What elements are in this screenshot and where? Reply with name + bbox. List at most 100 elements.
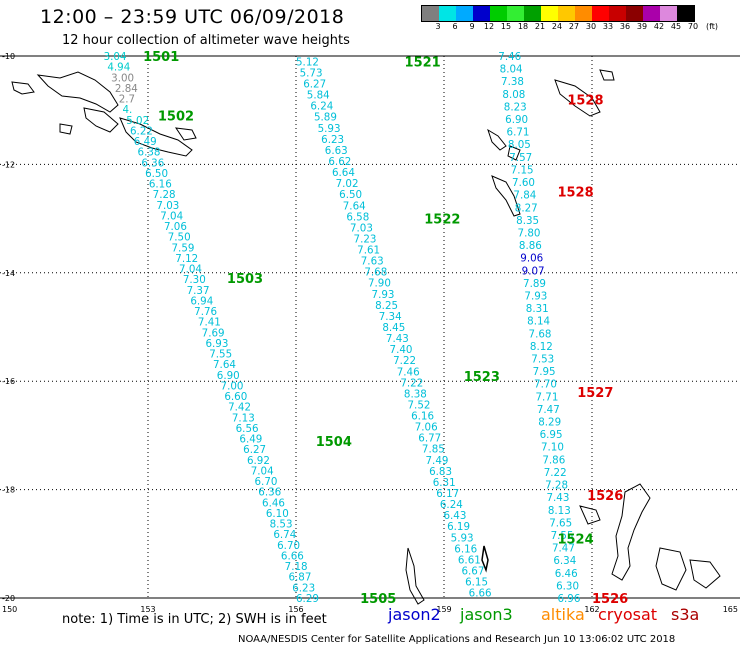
- pass-number-label: 1527: [577, 386, 613, 401]
- wave-height-value: 5.84: [307, 90, 330, 102]
- pass-labels: 1501 1502 1503 1504 1505 1521 1522 1523 1524 1528…: [143, 50, 628, 607]
- wave-height-value: 7.28: [545, 480, 568, 492]
- wave-height-value: 7.43: [386, 333, 409, 345]
- wave-height-value: 7.46: [498, 51, 521, 63]
- wave-height-value: 6.66: [469, 588, 492, 600]
- wave-height-value: 6.90: [505, 114, 528, 126]
- wave-height-value: 8.27: [515, 202, 538, 214]
- wave-height-value: 5.93: [318, 123, 341, 135]
- y-tick-label: -12: [2, 160, 15, 169]
- wave-height-value: 7.76: [194, 306, 217, 318]
- wave-height-value: 7.64: [343, 200, 366, 212]
- wave-height-value: 8.04: [500, 64, 523, 76]
- wave-height-value: 6.58: [346, 211, 369, 223]
- wave-height-value: 7.49: [426, 455, 449, 467]
- wave-height-value: 7.22: [400, 377, 423, 389]
- wave-height-value: 7.02: [336, 178, 359, 190]
- pass-number-label: 1501: [143, 50, 179, 65]
- wave-height-value: 7.34: [379, 311, 402, 323]
- track-values: 3.044.943.002.842.74.5.026.226.496.386.3…: [104, 51, 581, 605]
- wave-height-value: 7.90: [368, 278, 391, 290]
- wave-height-value: 7.30: [183, 274, 206, 286]
- wave-height-value: 7.86: [542, 454, 565, 466]
- wave-height-value: 7.47: [537, 404, 560, 416]
- wave-height-value: 6.27: [243, 444, 266, 456]
- wave-height-value: 7.55: [551, 530, 574, 542]
- scale-swatch: [456, 6, 473, 21]
- wave-height-value: 6.15: [465, 577, 488, 589]
- scale-swatch: [422, 6, 439, 21]
- wave-height-value: 3.00: [111, 72, 134, 84]
- wave-height-value: 6.10: [266, 508, 289, 520]
- wave-height-value: 7.95: [533, 366, 556, 378]
- scale-label: 9: [469, 22, 475, 31]
- wave-height-value: 6.16: [149, 179, 172, 191]
- wave-height-value: 6.64: [332, 167, 355, 179]
- wave-height-value: 7.06: [415, 422, 438, 434]
- wave-height-value: 7.40: [390, 344, 413, 356]
- wave-height-value: 7.03: [350, 222, 373, 234]
- wave-height-value: 6.46: [262, 497, 285, 509]
- wave-height-value: 7.47: [552, 543, 575, 555]
- wave-height-value: 7.84: [513, 190, 536, 202]
- x-tick-label: 162: [584, 605, 599, 614]
- wave-height-value: 7.43: [546, 492, 569, 504]
- wave-height-value: 7.04: [179, 264, 202, 276]
- scale-swatch: [524, 6, 541, 21]
- wave-height-value: 7.22: [544, 467, 567, 479]
- x-tick-label: 156: [288, 605, 303, 614]
- scale-label: 42: [653, 22, 665, 31]
- scale-swatch: [575, 6, 592, 21]
- wave-height-value: 9.06: [520, 253, 543, 265]
- wave-height-value: 7.55: [209, 349, 232, 361]
- pass-number-label: 1522: [424, 213, 460, 228]
- wave-height-value: 7.65: [549, 517, 572, 529]
- x-tick-label: 165: [723, 605, 738, 614]
- scale-swatch: [626, 6, 643, 21]
- wave-height-value: 9.07: [522, 265, 545, 277]
- wave-height-value: 8.45: [382, 322, 405, 334]
- x-tick-label: 150: [2, 605, 17, 614]
- wave-height-value: 6.77: [418, 433, 441, 445]
- wave-height-value: 6.22: [130, 125, 153, 137]
- scale-swatch: [541, 6, 558, 21]
- coastline-louisiade: [119, 117, 193, 157]
- scale-label: 6: [452, 22, 458, 31]
- scale-swatch: [490, 6, 507, 21]
- wave-height-value: 7.00: [221, 380, 244, 392]
- wave-height-value: 7.04: [251, 465, 274, 477]
- coastline-island-2: [83, 107, 119, 133]
- scale-label: 15: [500, 22, 512, 31]
- pass-number-label: 1521: [405, 55, 441, 70]
- coastline-new-caledonia: [611, 483, 651, 581]
- wave-height-value: 6.46: [555, 568, 578, 580]
- scale-label: 21: [534, 22, 546, 31]
- scale-swatch: [592, 6, 609, 21]
- coastline-island-1: [11, 81, 35, 95]
- wave-height-value: 2.7: [119, 94, 135, 106]
- wave-height-value: 8.53: [270, 519, 293, 531]
- wave-height-value: 6.50: [145, 168, 168, 180]
- wave-height-value: 8.25: [375, 300, 398, 312]
- pass-number-label: 1523: [464, 370, 500, 385]
- wave-height-value: 6.29: [296, 593, 319, 605]
- scale-swatch: [660, 6, 677, 21]
- y-tick-label: -16: [2, 377, 15, 386]
- scale-swatch: [609, 6, 626, 21]
- scale-label: 24: [551, 22, 563, 31]
- wave-height-value: 8.12: [530, 341, 553, 353]
- wave-height-value: 6.50: [339, 189, 362, 201]
- wave-height-value: 6.56: [236, 423, 259, 435]
- wave-height-value: 8.86: [519, 240, 542, 252]
- scale-swatch: [558, 6, 575, 21]
- legend-jason3: jason3: [460, 605, 513, 624]
- y-tick-label: -20: [2, 594, 15, 603]
- wave-height-value: 6.87: [288, 572, 311, 584]
- scale-swatch: [439, 6, 456, 21]
- map-title: 12:00 – 23:59 UTC 06/09/2018: [40, 6, 345, 28]
- wave-height-value: 8.08: [502, 89, 525, 101]
- axis-tick-labels: 150 153 156 159 162 165 -10 -12 -14 -16 -18 -20: [2, 52, 738, 614]
- wave-height-value: 6.23: [321, 134, 344, 146]
- pass-number-label: 1504: [316, 435, 352, 450]
